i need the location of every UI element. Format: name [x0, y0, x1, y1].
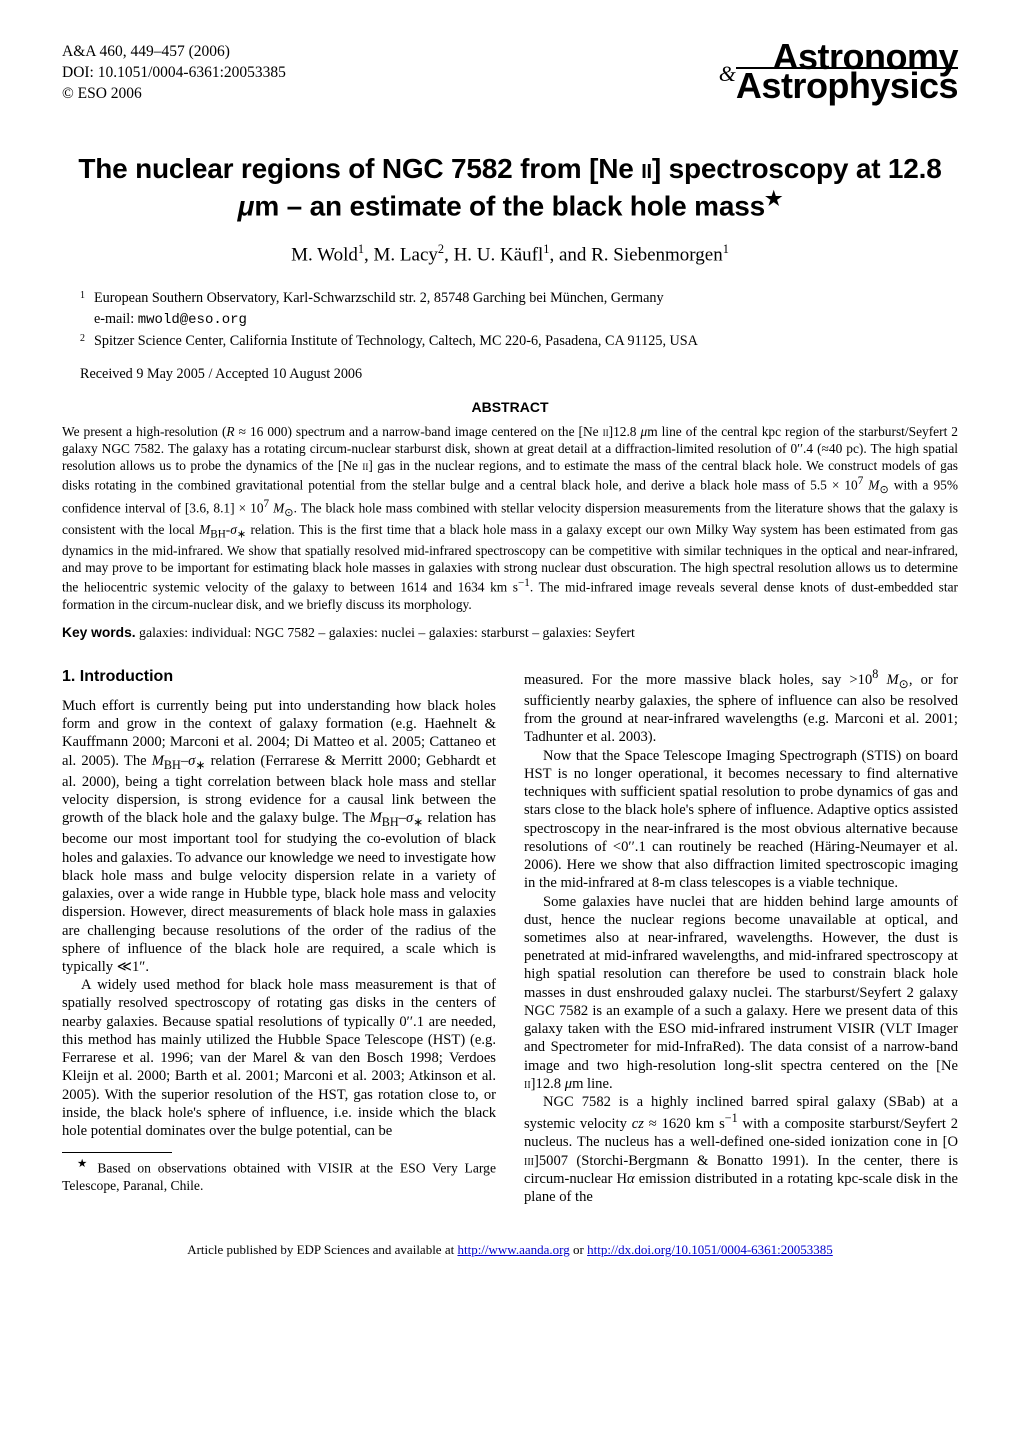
footer-text: or: [573, 1242, 587, 1257]
affil-num: 1: [80, 288, 94, 330]
affil-text: Spitzer Science Center, California Insti…: [94, 331, 958, 352]
logo-astrophysics: Astrophysics: [736, 67, 958, 102]
abstract-heading: ABSTRACT: [62, 399, 958, 415]
footnote: ★ Based on observations obtained with VI…: [62, 1157, 496, 1195]
doi: DOI: 10.1051/0004-6361:20053385: [62, 63, 286, 84]
footer-link-aanda[interactable]: http://www.aanda.org: [457, 1242, 569, 1257]
journal-ref: A&A 460, 449–457 (2006): [62, 42, 286, 63]
affil-num: 2: [80, 331, 94, 352]
paragraph: Some galaxies have nuclei that are hidde…: [524, 893, 958, 1094]
abstract-text: We present a high-resolution (R ≈ 16 000…: [62, 423, 958, 613]
title-block: The nuclear regions of NGC 7582 from [Ne…: [62, 151, 958, 224]
paragraph: Now that the Space Telescope Imaging Spe…: [524, 747, 958, 893]
article-title: The nuclear regions of NGC 7582 from [Ne…: [62, 151, 958, 224]
copyright: © ESO 2006: [62, 84, 286, 105]
affiliations: 1 European Southern Observatory, Karl-Sc…: [80, 288, 958, 351]
affiliation-1: 1 European Southern Observatory, Karl-Sc…: [80, 288, 958, 330]
authors: M. Wold1, M. Lacy2, H. U. Käufl1, and R.…: [62, 242, 958, 266]
footer-link-doi[interactable]: http://dx.doi.org/10.1051/0004-6361:2005…: [587, 1242, 833, 1257]
journal-logo: Astronomy &Astrophysics: [719, 42, 958, 101]
footer-text: Article published by EDP Sciences and av…: [187, 1242, 457, 1257]
paragraph: NGC 7582 is a highly inclined barred spi…: [524, 1093, 958, 1206]
footnote-separator: [62, 1152, 172, 1153]
right-column: measured. For the more massive black hol…: [524, 667, 958, 1206]
header-meta: A&A 460, 449–457 (2006) DOI: 10.1051/000…: [62, 42, 286, 105]
section-1-heading: 1. Introduction: [62, 667, 496, 687]
paragraph: Much effort is currently being put into …: [62, 697, 496, 976]
page-footer: Article published by EDP Sciences and av…: [62, 1242, 958, 1258]
logo-ampersand: &: [719, 65, 736, 84]
left-column: 1. Introduction Much effort is currently…: [62, 667, 496, 1206]
dates: Received 9 May 2005 / Accepted 10 August…: [80, 366, 958, 383]
affil-text: European Southern Observatory, Karl-Schw…: [94, 288, 958, 330]
keywords-text: galaxies: individual: NGC 7582 – galaxie…: [136, 625, 635, 640]
keywords-label: Key words.: [62, 625, 136, 640]
page-header: A&A 460, 449–457 (2006) DOI: 10.1051/000…: [62, 42, 958, 105]
keywords: Key words. galaxies: individual: NGC 758…: [62, 625, 958, 641]
affiliation-2: 2 Spitzer Science Center, California Ins…: [80, 331, 958, 352]
paragraph: A widely used method for black hole mass…: [62, 976, 496, 1140]
paragraph: measured. For the more massive black hol…: [524, 667, 958, 747]
body-columns: 1. Introduction Much effort is currently…: [62, 667, 958, 1206]
